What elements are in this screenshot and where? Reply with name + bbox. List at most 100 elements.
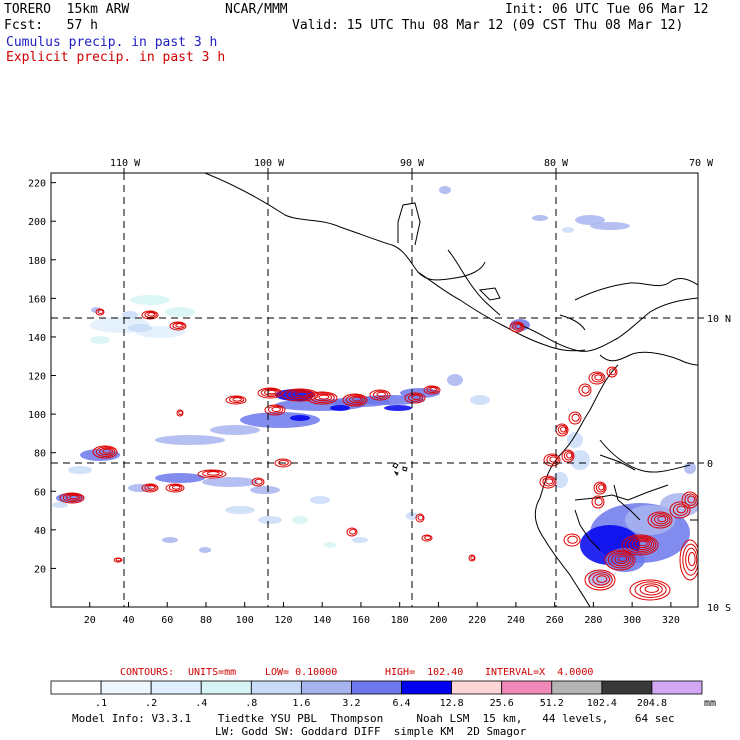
- explicit-contour: [684, 493, 697, 506]
- lon-label-70w: 70 W: [689, 158, 714, 169]
- cumulus-cell: [567, 432, 583, 448]
- explicit-contour: [404, 392, 426, 404]
- x-tick-label: 200: [429, 615, 447, 626]
- lon-label-110w: 110 W: [110, 158, 141, 169]
- colorbar-swatch: [100, 680, 152, 695]
- lat-label-10n: 10 N: [707, 314, 731, 325]
- explicit-contour: [314, 393, 333, 402]
- cumulus-cell: [352, 537, 368, 543]
- explicit-contour: [429, 387, 438, 392]
- cumulus-cell: [384, 405, 412, 411]
- explicit-contour: [141, 483, 159, 493]
- explicit-contour: [342, 393, 368, 407]
- explicit-contour: [59, 492, 85, 504]
- explicit-contour: [607, 551, 634, 569]
- explicit-contour: [171, 485, 181, 490]
- explicit-contour: [595, 482, 606, 493]
- plot-frame: [50, 172, 699, 608]
- explicit-contour: [571, 413, 580, 422]
- explicit-contour: [113, 557, 123, 563]
- explicit-contour: [95, 308, 105, 316]
- explicit-contour: [594, 374, 603, 381]
- explicit-contour: [568, 411, 582, 425]
- explicit-contour: [254, 478, 263, 485]
- explicit-contour: [66, 494, 81, 501]
- explicit-contour: [257, 387, 283, 399]
- colorbar-level-label: 51.2: [540, 698, 564, 709]
- explicit-contour: [147, 485, 156, 490]
- coastline: [204, 173, 698, 607]
- legend-explicit: Explicit precip. in past 3 h: [6, 50, 226, 65]
- contour-high: HIGH= 102.40: [385, 667, 464, 678]
- explicit-contour: [621, 534, 659, 556]
- colorbar-level-label: 1.6: [292, 698, 310, 709]
- explicit-contour: [407, 393, 424, 402]
- explicit-contour: [349, 395, 364, 404]
- explicit-contour: [593, 481, 607, 495]
- cumulus-cell: [575, 215, 605, 225]
- explicit-contour: [681, 491, 698, 509]
- x-tick-label: 300: [623, 615, 641, 626]
- explicit-contour: [271, 406, 281, 413]
- explicit-contour: [591, 372, 604, 383]
- colorbar-swatch: [250, 680, 302, 695]
- explicit-contour: [542, 476, 555, 487]
- explicit-contour: [687, 495, 696, 504]
- explicit-contour: [251, 477, 265, 487]
- cumulus-cell: [660, 493, 698, 517]
- cumulus-cell: [258, 516, 282, 524]
- explicit-contour: [295, 391, 309, 397]
- explicit-contour: [647, 511, 673, 529]
- explicit-contour: [168, 484, 183, 492]
- explicit-contour: [596, 575, 608, 583]
- lon-label-90w: 90 W: [400, 158, 425, 169]
- explicit-contour: [614, 554, 630, 565]
- cumulus-cell: [290, 415, 310, 421]
- x-tick-label: 40: [122, 615, 134, 626]
- explicit-contour: [369, 389, 391, 401]
- explicit-contour: [95, 446, 116, 457]
- explicit-contour: [424, 535, 432, 541]
- explicit-contour: [584, 569, 616, 591]
- explicit-contour: [682, 543, 698, 576]
- explicit-contour: [512, 322, 524, 331]
- explicit-contour: [176, 409, 184, 417]
- contour-label: CONTOURS:: [120, 667, 175, 678]
- explicit-contour: [611, 552, 632, 567]
- colorbar-level-label: 102.4: [587, 698, 617, 709]
- explicit-contour: [514, 323, 522, 330]
- explicit-contour: [561, 449, 575, 463]
- colorbar-swatch: [300, 680, 352, 695]
- cumulus-cell: [532, 215, 548, 221]
- cumulus-cell: [447, 374, 463, 386]
- explicit-contour: [634, 539, 650, 549]
- explicit-contour: [165, 483, 185, 493]
- lat-label-10s: 10 S: [707, 603, 731, 614]
- explicit-contour: [654, 514, 669, 525]
- model-info-line1: Model Info: V3.3.1 Tiedtke YSU PBL Thomp…: [72, 712, 675, 725]
- y-tick-label: 140: [28, 333, 46, 344]
- explicit-contour: [563, 450, 574, 461]
- explicit-contour: [685, 547, 698, 572]
- explicit-contour: [545, 478, 554, 485]
- model-title: TORERO 15km ARW: [4, 2, 130, 17]
- explicit-contour: [549, 456, 558, 463]
- explicit-contour: [260, 388, 281, 398]
- explicit-contour: [578, 383, 592, 397]
- colorbar-level-label: .2: [145, 698, 157, 709]
- explicit-contour: [175, 323, 184, 328]
- y-tick-label: 60: [34, 487, 46, 498]
- y-tick-label: 180: [28, 256, 46, 267]
- cumulus-cell: [324, 542, 336, 548]
- cumulus-cell: [52, 502, 68, 508]
- colorbar-swatch: [200, 680, 252, 695]
- explicit-contour: [264, 404, 286, 416]
- init-time: Init: 06 UTC Tue 06 Mar 12: [505, 2, 709, 17]
- explicit-contour: [115, 558, 122, 562]
- explicit-contour: [563, 533, 581, 547]
- explicit-contour: [639, 583, 663, 596]
- x-tick-label: 20: [84, 615, 96, 626]
- contour-units: UNITS=mm: [188, 667, 237, 678]
- explicit-contour: [470, 555, 475, 561]
